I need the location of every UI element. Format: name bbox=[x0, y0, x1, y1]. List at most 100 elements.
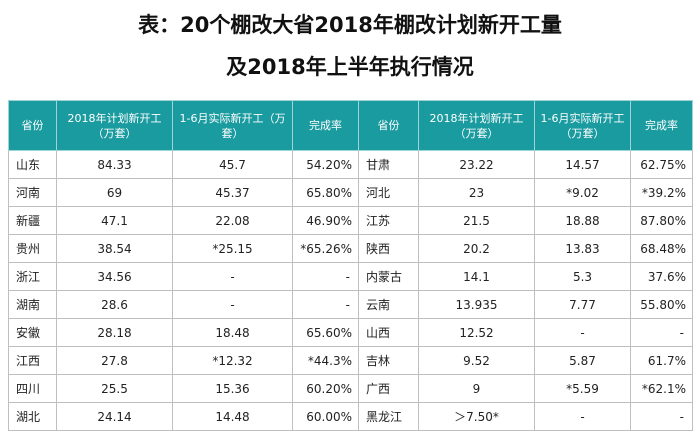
table-row: 湖北 24.14 14.48 60.00% 黑龙江 ＞7.50* - - bbox=[8, 402, 693, 431]
cell-rate: *39.2% bbox=[630, 178, 693, 207]
table-row: 贵州 38.54 *25.15 *65.26% 陕西 20.2 13.83 68.48% bbox=[8, 234, 693, 263]
cell-rate: 54.20% bbox=[292, 150, 359, 179]
cell-rate: - bbox=[630, 402, 693, 431]
cell-province: 广西 bbox=[358, 374, 419, 403]
cell-planned: 69 bbox=[56, 178, 173, 207]
table-row: 浙江 34.56- - 内蒙古 14.1 5.3 37.6% bbox=[8, 262, 693, 291]
cell-actual: 18.48 bbox=[172, 318, 293, 347]
cell-actual: 13.83 bbox=[534, 234, 631, 263]
renovation-table: 省份 2018年计划新开工（万套） 1-6月实际新开工（万套） 完成率 省份 2… bbox=[8, 100, 693, 431]
cell-planned: 34.56 bbox=[56, 262, 173, 291]
cell-province: 贵州 bbox=[8, 234, 57, 263]
cell-rate: 61.7% bbox=[630, 346, 693, 375]
cell-planned: 47.1 bbox=[56, 206, 173, 235]
cell-planned: 13.935 bbox=[418, 290, 535, 319]
cell-actual: - bbox=[172, 290, 293, 319]
header-actual: 1-6月实际新开工（万套） bbox=[534, 100, 631, 151]
cell-rate: - bbox=[630, 318, 693, 347]
cell-rate: - bbox=[292, 290, 359, 319]
cell-rate: 62.75% bbox=[630, 150, 693, 179]
cell-province: 陕西 bbox=[358, 234, 419, 263]
table-title-line-2: 及2018年上半年执行情况 bbox=[226, 55, 474, 79]
cell-province: 内蒙古 bbox=[358, 262, 419, 291]
cell-province: 浙江 bbox=[8, 262, 57, 291]
header-actual: 1-6月实际新开工（万套） bbox=[172, 100, 293, 151]
cell-province: 江苏 bbox=[358, 206, 419, 235]
header-row: 省份 2018年计划新开工（万套） 1-6月实际新开工（万套） 完成率 省份 2… bbox=[8, 100, 693, 151]
cell-actual: 22.08 bbox=[172, 206, 293, 235]
cell-planned: 28.18 bbox=[56, 318, 173, 347]
table-row: 安徽 28.18 18.48 65.60% 山西 12.52- - bbox=[8, 318, 693, 347]
cell-actual: - bbox=[534, 318, 631, 347]
cell-province: 河南 bbox=[8, 178, 57, 207]
cell-planned: 84.33 bbox=[56, 150, 173, 179]
cell-rate: 37.6% bbox=[630, 262, 693, 291]
cell-actual: 7.77 bbox=[534, 290, 631, 319]
table-row: 山东 84.33 45.7 54.20% 甘肃 23.22 14.57 62.75% bbox=[8, 150, 693, 179]
cell-planned: 9 bbox=[418, 374, 535, 403]
table-row: 新疆 47.1 22.08 46.90% 江苏 21.5 18.88 87.80% bbox=[8, 206, 693, 235]
cell-actual: 45.7 bbox=[172, 150, 293, 179]
cell-province: 山西 bbox=[358, 318, 419, 347]
cell-planned: 23.22 bbox=[418, 150, 535, 179]
cell-planned: 38.54 bbox=[56, 234, 173, 263]
header-province: 省份 bbox=[358, 100, 419, 151]
header-rate: 完成率 bbox=[630, 100, 693, 151]
cell-actual: 5.3 bbox=[534, 262, 631, 291]
cell-actual: *5.59 bbox=[534, 374, 631, 403]
cell-planned: 24.14 bbox=[56, 402, 173, 431]
cell-province: 安徽 bbox=[8, 318, 57, 347]
header-planned: 2018年计划新开工（万套） bbox=[418, 100, 535, 151]
table-row: 江西 27.8 *12.32 *44.3% 吉林 9.52 5.87 61.7% bbox=[8, 346, 693, 375]
cell-planned: 12.52 bbox=[418, 318, 535, 347]
cell-planned: 23 bbox=[418, 178, 535, 207]
cell-actual: 45.37 bbox=[172, 178, 293, 207]
cell-province: 云南 bbox=[358, 290, 419, 319]
cell-rate: 55.80% bbox=[630, 290, 693, 319]
cell-actual: 15.36 bbox=[172, 374, 293, 403]
cell-province: 甘肃 bbox=[358, 150, 419, 179]
cell-actual: - bbox=[534, 402, 631, 431]
cell-rate: 87.80% bbox=[630, 206, 693, 235]
cell-province: 湖南 bbox=[8, 290, 57, 319]
cell-rate: 65.80% bbox=[292, 178, 359, 207]
cell-rate: - bbox=[292, 262, 359, 291]
table-row: 湖南 28.6- - 云南 13.935 7.77 55.80% bbox=[8, 290, 693, 319]
cell-rate: 60.00% bbox=[292, 402, 359, 431]
cell-actual: 14.48 bbox=[172, 402, 293, 431]
cell-province: 山东 bbox=[8, 150, 57, 179]
cell-rate: 60.20% bbox=[292, 374, 359, 403]
cell-rate: 65.60% bbox=[292, 318, 359, 347]
cell-planned: 14.1 bbox=[418, 262, 535, 291]
cell-province: 江西 bbox=[8, 346, 57, 375]
cell-planned: ＞7.50* bbox=[418, 402, 535, 431]
cell-province: 黑龙江 bbox=[358, 402, 419, 431]
cell-rate: *44.3% bbox=[292, 346, 359, 375]
cell-province: 吉林 bbox=[358, 346, 419, 375]
header-province: 省份 bbox=[8, 100, 57, 151]
cell-rate: *62.1% bbox=[630, 374, 693, 403]
cell-rate: *65.26% bbox=[292, 234, 359, 263]
table-row: 四川 25.5 15.36 60.20% 广西 9 *5.59 *62.1% bbox=[8, 374, 693, 403]
cell-rate: 68.48% bbox=[630, 234, 693, 263]
cell-province: 四川 bbox=[8, 374, 57, 403]
cell-planned: 27.8 bbox=[56, 346, 173, 375]
cell-actual: *25.15 bbox=[172, 234, 293, 263]
table-title-line-1: 表：20个棚改大省2018年棚改计划新开工量 bbox=[138, 13, 562, 37]
table-body: 山东 84.33 45.7 54.20% 甘肃 23.22 14.57 62.75% 河南 69 4… bbox=[8, 150, 693, 431]
cell-actual: 14.57 bbox=[534, 150, 631, 179]
cell-actual: 18.88 bbox=[534, 206, 631, 235]
cell-province: 新疆 bbox=[8, 206, 57, 235]
cell-actual: *9.02 bbox=[534, 178, 631, 207]
cell-planned: 9.52 bbox=[418, 346, 535, 375]
cell-planned: 28.6 bbox=[56, 290, 173, 319]
cell-province: 湖北 bbox=[8, 402, 57, 431]
cell-rate: 46.90% bbox=[292, 206, 359, 235]
cell-actual: 5.87 bbox=[534, 346, 631, 375]
table-row: 河南 69 45.37 65.80% 河北 23 *9.02 *39.2% bbox=[8, 178, 693, 207]
cell-planned: 21.5 bbox=[418, 206, 535, 235]
cell-planned: 25.5 bbox=[56, 374, 173, 403]
cell-actual: *12.32 bbox=[172, 346, 293, 375]
cell-planned: 20.2 bbox=[418, 234, 535, 263]
cell-actual: - bbox=[172, 262, 293, 291]
